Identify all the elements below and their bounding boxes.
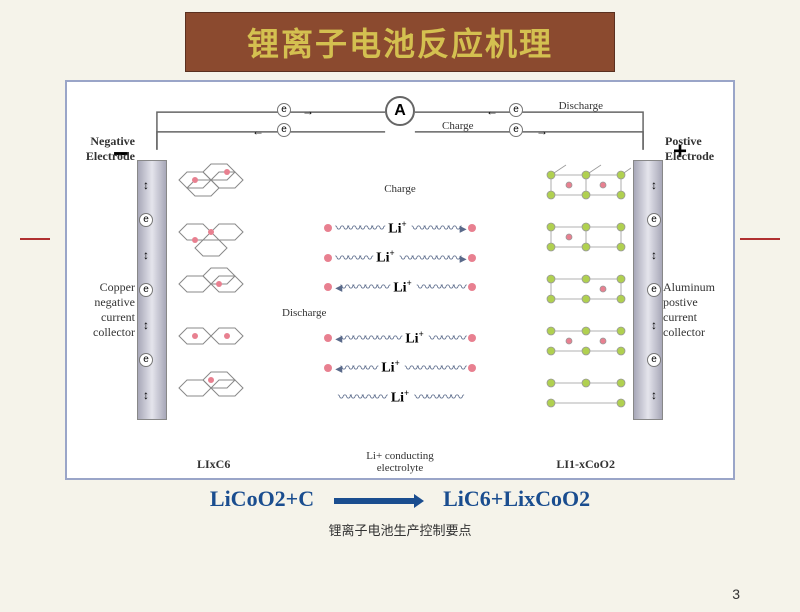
li-plus-label: Li+ [391,388,409,407]
electron-icon: e [277,123,291,137]
wavy-arrow-icon: 〰〰〰 [335,248,371,268]
charge-label: Charge [442,120,474,132]
li-ion-icon [468,283,476,291]
graphite-layer [169,212,259,260]
li-ion-icon [324,364,332,372]
li-ion-icon [324,254,332,262]
graphite-layer [169,160,259,208]
wavy-arrow-icon: 〰〰〰〰 [335,218,383,238]
li-ion-row: ◂〰〰〰 Li+ 〰〰〰〰〰 [262,358,538,378]
electron-icon: e [647,353,661,367]
electron-icon: e [647,213,661,227]
lattice-layer [541,316,631,364]
wavy-arrow-icon: 〰〰〰〰 [338,387,386,407]
reaction-equation: LiCoO2+C LiC6+LixCoO2 [0,486,800,514]
wavy-arrow-icon: 〰〰〰〰〰 [405,358,465,378]
red-rule-left [20,238,50,240]
wavy-arrow-icon: ◂〰〰〰〰 [335,277,388,297]
slide-footer: 锂离子电池生产控制要点 3 [0,520,800,539]
copper-collector: ↕e ↕e ↕e ↕ [137,160,167,420]
arrow-icon: ← [252,124,264,138]
li-plus-label: Li+ [405,329,423,348]
li-ion-icon [468,254,476,262]
electrolyte-region: Charge 〰〰〰〰 Li+ 〰〰〰〰▸ 〰〰〰 Li+ 〰〰〰〰〰▸ ◂〰〰… [262,192,538,412]
equation-right: LiC6+LixCoO2 [443,486,590,511]
arrow-icon: ← [486,104,498,118]
ammeter-icon: A [385,96,415,126]
li-ion-row: ◂〰〰〰〰 Li+ 〰〰〰〰 [262,277,538,297]
wavy-arrow-icon: 〰〰〰〰〰▸ [400,248,465,268]
discharge-label: Discharge [559,100,603,112]
graphite-layer [169,316,259,364]
title-box: 锂离子电池反应机理 [185,12,615,72]
electron-icon: e [139,283,153,297]
negative-electrode-label: Negative Electrode [75,134,135,164]
lattice-layer [541,264,631,312]
equation-left: LiCoO2+C [210,486,314,511]
graphite-anode [169,160,259,420]
ammeter-label: A [394,102,406,119]
li-ion-row: 〰〰〰〰 Li+ 〰〰〰〰▸ [262,218,538,238]
graphite-layer [169,264,259,312]
electron-arrows: ↕e ↕e ↕e ↕ [649,167,659,413]
external-circuit: A e e e e → ← ← → Charge Discharge [147,92,653,152]
arrow-icon: → [302,104,314,118]
li-ion-icon [468,224,476,232]
electron-icon: e [139,213,153,227]
licoo2-cathode [541,160,631,420]
li-plus-label: Li+ [388,219,406,238]
electron-icon: e [277,103,291,117]
copper-collector-label: Copper negative current collector [69,280,135,340]
arrow-icon: → [536,124,548,138]
wavy-arrow-icon: 〰〰〰 [429,328,465,348]
electron-icon: e [509,103,523,117]
positive-electrode-label: Postive Electrode [665,134,725,164]
anode-formula: LIxC6 [197,457,230,472]
lattice-layer [541,212,631,260]
li-ion-icon [468,364,476,372]
red-rule-right [740,238,780,240]
cathode-formula: LI1-xCoO2 [556,457,615,472]
wavy-arrow-icon: 〰〰〰〰 [417,277,465,297]
li-ion-row: 〰〰〰〰 Li+ 〰〰〰〰 [262,387,538,407]
electron-icon: e [139,353,153,367]
electrolyte-label: Li+ conductingelectrolyte [340,450,460,474]
electron-icon: e [647,283,661,297]
aluminum-collector-label: Aluminum postive current collector [663,280,731,340]
wavy-arrow-icon: ◂〰〰〰〰〰 [335,328,400,348]
footer-caption: 锂离子电池生产控制要点 [328,523,471,538]
li-ion-icon [468,334,476,342]
wavy-arrow-icon: ◂〰〰〰 [335,358,376,378]
graphite-layer [169,368,259,416]
li-ion-icon [324,224,332,232]
battery-diagram: A e e e e → ← ← → Charge Discharge − + N… [65,80,735,480]
discharge-label: Discharge [282,307,558,319]
lattice-layer [541,160,631,208]
page-title: 锂离子电池反应机理 [247,26,553,62]
charge-label: Charge [262,183,538,195]
li-plus-label: Li+ [393,278,411,297]
li-plus-label: Li+ [376,248,394,267]
lattice-layer [541,368,631,416]
wavy-arrow-icon: 〰〰〰〰▸ [412,218,465,238]
electron-arrows: ↕e ↕e ↕e ↕ [141,167,151,413]
wavy-arrow-icon: 〰〰〰〰 [414,387,462,407]
li-plus-label: Li+ [381,358,399,377]
li-ion-row: ◂〰〰〰〰〰 Li+ 〰〰〰 [262,328,538,348]
electron-icon: e [509,123,523,137]
li-ion-row: 〰〰〰 Li+ 〰〰〰〰〰▸ [262,248,538,268]
aluminum-collector: ↕e ↕e ↕e ↕ [633,160,663,420]
li-ion-icon [324,283,332,291]
li-ion-icon [324,334,332,342]
equation-arrow-icon [334,488,424,514]
